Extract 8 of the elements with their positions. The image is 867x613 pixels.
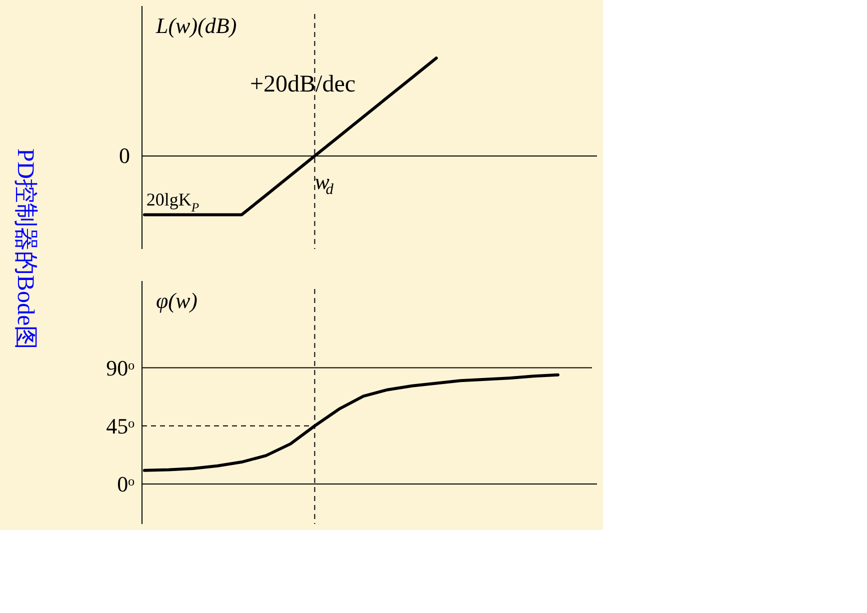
y-tick-label: 45ᵒ xyxy=(106,413,134,438)
y-tick-label: 90ᵒ xyxy=(106,355,134,380)
y-axis-title: φ(w) xyxy=(156,288,198,313)
text: PD控制器的Bode图 xyxy=(12,148,38,350)
y-tick-label: 0ᵒ xyxy=(117,471,134,496)
y-axis-title: L(w)(dB) xyxy=(155,13,237,38)
ref-line-label: 0 xyxy=(119,142,130,168)
annotation: +20dB/dec xyxy=(250,72,356,98)
